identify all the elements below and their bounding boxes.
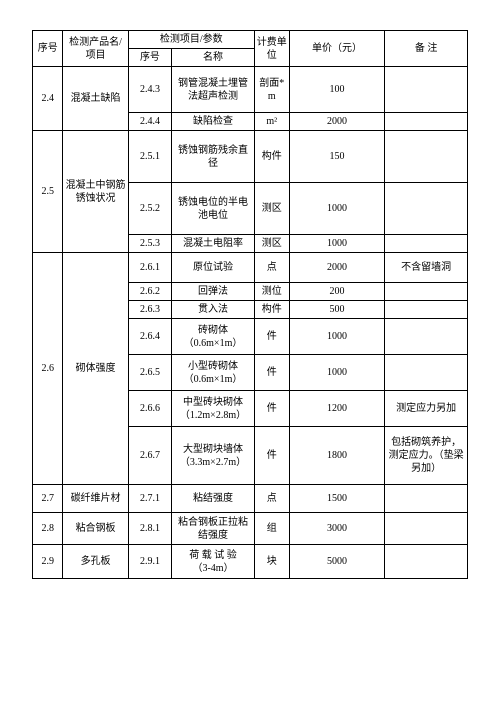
cell-seq: 2.4 — [33, 67, 63, 131]
cell-unit: 测区 — [254, 235, 289, 253]
cell-item: 粘结强度 — [172, 485, 255, 513]
cell-sub: 2.6.2 — [128, 283, 172, 301]
cell-note — [385, 113, 468, 131]
cell-price: 1500 — [289, 485, 385, 513]
cell-unit: m² — [254, 113, 289, 131]
cell-unit: 测位 — [254, 283, 289, 301]
cell-note — [385, 355, 468, 391]
cell-sub: 2.6.5 — [128, 355, 172, 391]
cell-sub: 2.5.1 — [128, 131, 172, 183]
cell-note — [385, 183, 468, 235]
cell-name: 砌体强度 — [63, 253, 128, 485]
cell-unit: 剖面*m — [254, 67, 289, 113]
cell-unit: 块 — [254, 545, 289, 579]
inspection-price-table: 序号 检测产品名/项目 检测项目/参数 计费单位 单价（元） 备 注 序号 名称… — [32, 30, 468, 579]
cell-price: 5000 — [289, 545, 385, 579]
cell-note: 测定应力另加 — [385, 391, 468, 427]
cell-unit: 构件 — [254, 131, 289, 183]
cell-unit: 测区 — [254, 183, 289, 235]
header-price: 单价（元） — [289, 31, 385, 67]
cell-sub: 2.7.1 — [128, 485, 172, 513]
cell-price: 1000 — [289, 319, 385, 355]
cell-price: 2000 — [289, 113, 385, 131]
cell-price: 3000 — [289, 513, 385, 545]
cell-item: 荷 载 试 验 （3-4m） — [172, 545, 255, 579]
cell-sub: 2.6.6 — [128, 391, 172, 427]
cell-name: 多孔板 — [63, 545, 128, 579]
cell-item: 小型砖砌体 （0.6m×1m） — [172, 355, 255, 391]
cell-note — [385, 283, 468, 301]
cell-note — [385, 485, 468, 513]
cell-item: 粘合钢板正拉粘结强度 — [172, 513, 255, 545]
header-unit: 计费单位 — [254, 31, 289, 67]
cell-price: 2000 — [289, 253, 385, 283]
cell-note — [385, 545, 468, 579]
cell-sub: 2.6.4 — [128, 319, 172, 355]
cell-item: 原位试验 — [172, 253, 255, 283]
cell-name: 粘合钢板 — [63, 513, 128, 545]
cell-seq: 2.6 — [33, 253, 63, 485]
cell-name: 碳纤维片材 — [63, 485, 128, 513]
cell-item: 回弹法 — [172, 283, 255, 301]
header-sub: 序号 — [128, 49, 172, 67]
cell-item: 砖砌体 （0.6m×1m） — [172, 319, 255, 355]
cell-price: 200 — [289, 283, 385, 301]
cell-note — [385, 301, 468, 319]
cell-seq: 2.9 — [33, 545, 63, 579]
cell-unit: 件 — [254, 355, 289, 391]
cell-item: 钢管混凝土埋管法超声检测 — [172, 67, 255, 113]
cell-item: 混凝土电阻率 — [172, 235, 255, 253]
cell-note — [385, 131, 468, 183]
cell-seq: 2.5 — [33, 131, 63, 253]
cell-unit: 件 — [254, 319, 289, 355]
cell-price: 1000 — [289, 235, 385, 253]
cell-item: 缺陷检查 — [172, 113, 255, 131]
cell-sub: 2.5.2 — [128, 183, 172, 235]
cell-note — [385, 319, 468, 355]
cell-seq: 2.8 — [33, 513, 63, 545]
cell-item: 中型砖块砌体 （1.2m×2.8m） — [172, 391, 255, 427]
header-item: 名称 — [172, 49, 255, 67]
cell-unit: 点 — [254, 485, 289, 513]
cell-note: 包括砌筑养护，测定应力。（垫梁另加） — [385, 427, 468, 485]
cell-price: 500 — [289, 301, 385, 319]
cell-note — [385, 235, 468, 253]
cell-sub: 2.8.1 — [128, 513, 172, 545]
cell-item: 贯入法 — [172, 301, 255, 319]
cell-price: 150 — [289, 131, 385, 183]
cell-price: 1200 — [289, 391, 385, 427]
cell-sub: 2.9.1 — [128, 545, 172, 579]
cell-unit: 件 — [254, 427, 289, 485]
cell-sub: 2.4.4 — [128, 113, 172, 131]
header-seq: 序号 — [33, 31, 63, 67]
cell-price: 1000 — [289, 355, 385, 391]
cell-sub: 2.6.1 — [128, 253, 172, 283]
cell-name: 混凝土中钢筋锈蚀状况 — [63, 131, 128, 253]
cell-price: 1000 — [289, 183, 385, 235]
header-product: 检测产品名/项目 — [63, 31, 128, 67]
cell-price: 1800 — [289, 427, 385, 485]
cell-price: 100 — [289, 67, 385, 113]
header-param: 检测项目/参数 — [128, 31, 254, 49]
cell-sub: 2.6.3 — [128, 301, 172, 319]
cell-sub: 2.4.3 — [128, 67, 172, 113]
cell-note: 不含留墙洞 — [385, 253, 468, 283]
cell-unit: 构件 — [254, 301, 289, 319]
cell-item: 大型砌块墙体 （3.3m×2.7m） — [172, 427, 255, 485]
cell-note — [385, 513, 468, 545]
cell-unit: 件 — [254, 391, 289, 427]
cell-unit: 组 — [254, 513, 289, 545]
cell-item: 锈蚀钢筋残余直 径 — [172, 131, 255, 183]
cell-seq: 2.7 — [33, 485, 63, 513]
cell-note — [385, 67, 468, 113]
cell-unit: 点 — [254, 253, 289, 283]
cell-sub: 2.6.7 — [128, 427, 172, 485]
header-note: 备 注 — [385, 31, 468, 67]
cell-item: 锈蚀电位的半电 池电位 — [172, 183, 255, 235]
cell-name: 混凝土缺陷 — [63, 67, 128, 131]
cell-sub: 2.5.3 — [128, 235, 172, 253]
